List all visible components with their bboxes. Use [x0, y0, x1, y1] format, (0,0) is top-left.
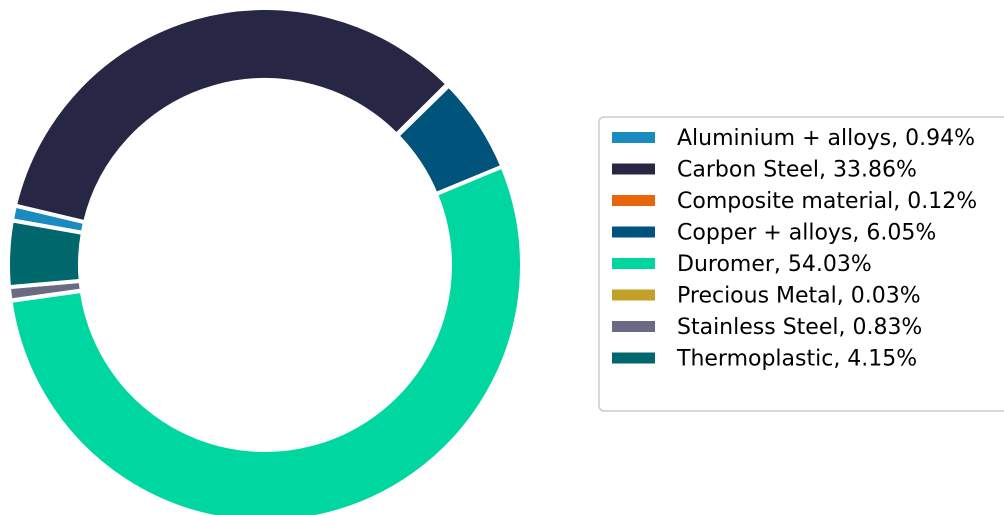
legend-swatch-duromer [612, 258, 655, 269]
legend-swatch-copper-alloys [612, 226, 655, 238]
legend-label-precious-metal: Precious Metal, 0.03% [677, 284, 921, 309]
legend-items: Aluminium + alloys, 0.94% Carbon Steel, 3… [612, 126, 977, 372]
legend-swatch-composite-material [612, 195, 655, 206]
legend-label-aluminium-alloys: Aluminium + alloys, 0.94% [677, 126, 975, 151]
legend: Aluminium + alloys, 0.94% Carbon Steel, 3… [598, 116, 1004, 412]
legend-swatch-thermoplastic [612, 352, 655, 364]
legend-label-copper-alloys: Copper + alloys, 6.05% [677, 221, 936, 246]
legend-label-stainless-steel: Stainless Steel, 0.83% [677, 315, 922, 340]
slice-carbon-steel [12, 6, 451, 225]
legend-label-carbon-steel: Carbon Steel, 33.86% [677, 158, 917, 183]
legend-swatch-carbon-steel [612, 163, 655, 175]
legend-label-duromer: Duromer, 54.03% [677, 252, 872, 277]
legend-label-thermoplastic: Thermoplastic, 4.15% [676, 347, 917, 372]
slice-duromer [8, 163, 524, 515]
donut-slices [6, 6, 524, 515]
legend-label-composite-material: Composite material, 0.12% [677, 189, 977, 214]
legend-swatch-precious-metal [612, 289, 655, 301]
legend-swatch-stainless-steel [612, 321, 655, 332]
legend-swatch-aluminium-alloys [612, 132, 655, 143]
legend-frame [598, 116, 1004, 412]
slice-thermoplastic [6, 218, 86, 290]
